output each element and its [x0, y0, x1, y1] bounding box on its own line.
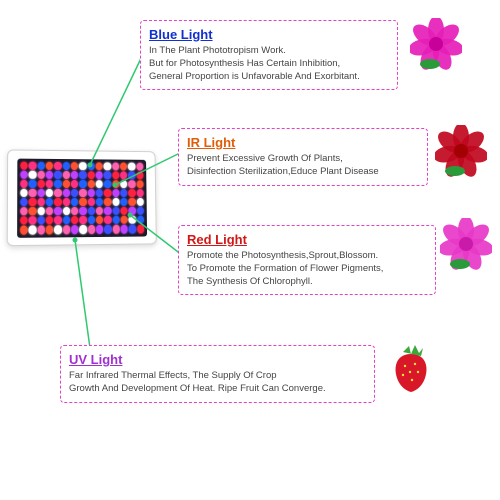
uv-flower-icon [385, 342, 437, 394]
uv-light-box: UV Light Far Infrared Thermal Effects, Th… [60, 345, 375, 403]
red-light-box: Red Light Promote the Photosynthesis,Spro… [178, 225, 436, 295]
red-light-desc: Promote the Photosynthesis,Sprout,Blosso… [187, 250, 427, 288]
led-grow-light-panel [7, 149, 157, 246]
red-light-title: Red Light [187, 232, 427, 247]
ir-light-box: IR Light Prevent Excessive Growth Of Plan… [178, 128, 428, 186]
blue-flower-icon [410, 18, 462, 70]
ir-flower-icon [435, 125, 487, 177]
led-grid [17, 158, 147, 237]
ir-light-desc: Prevent Excessive Growth Of Plants, Disi… [187, 153, 419, 179]
blue-light-desc: In The Plant Phototropism Work. But for … [149, 45, 389, 83]
red-flower-icon [440, 218, 492, 270]
uv-light-title: UV Light [69, 352, 366, 367]
ir-light-title: IR Light [187, 135, 419, 150]
blue-light-title: Blue Light [149, 27, 389, 42]
blue-light-box: Blue Light In The Plant Phototropism Work… [140, 20, 398, 90]
uv-light-desc: Far Infrared Thermal Effects, The Supply… [69, 370, 366, 396]
